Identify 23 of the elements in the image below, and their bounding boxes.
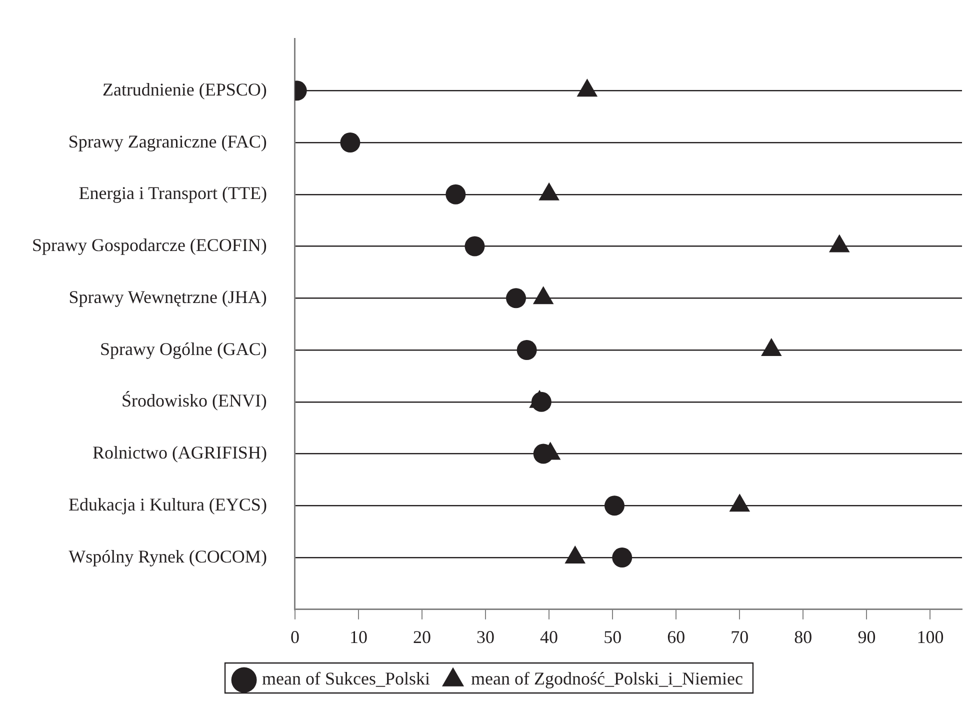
legend-label: mean of Zgodność_Polski_i_Niemiec <box>471 668 743 689</box>
x-tick-label: 70 <box>730 626 749 647</box>
x-tick-label: 80 <box>794 626 812 647</box>
y-tick-label: Sprawy Gospodarcze (ECOFIN) <box>32 235 267 256</box>
x-tick-label: 0 <box>290 626 300 647</box>
y-tick-label: Edukacja i Kultura (EYCS) <box>68 494 267 514</box>
y-tick-label: Sprawy Wewnętrzne (JHA) <box>68 286 267 307</box>
y-tick-label: Wspólny Rynek (COCOM) <box>68 546 267 566</box>
x-tick-label: 40 <box>540 626 558 647</box>
x-tick-label: 90 <box>858 626 876 647</box>
y-tick-label: Energia i Transport (TTE) <box>78 183 267 204</box>
x-tick-label: 30 <box>476 626 495 647</box>
y-tick-label: Zatrudnienie (EPSCO) <box>102 79 267 100</box>
y-tick-label: Sprawy Zagraniczne (FAC) <box>68 131 267 152</box>
legend-label: mean of Sukces_Polski <box>262 668 430 689</box>
x-tick-label: 50 <box>604 626 622 647</box>
x-tick-label: 60 <box>667 626 686 647</box>
x-tick-label: 100 <box>916 626 944 647</box>
y-tick-label: Sprawy Ogólne (GAC) <box>100 338 267 359</box>
x-tick-label: 10 <box>349 626 368 647</box>
x-tick-label: 20 <box>413 626 431 647</box>
y-tick-label: Środowisko (ENVI) <box>121 390 267 411</box>
y-tick-label: Rolnictwo (AGRIFISH) <box>92 442 267 463</box>
